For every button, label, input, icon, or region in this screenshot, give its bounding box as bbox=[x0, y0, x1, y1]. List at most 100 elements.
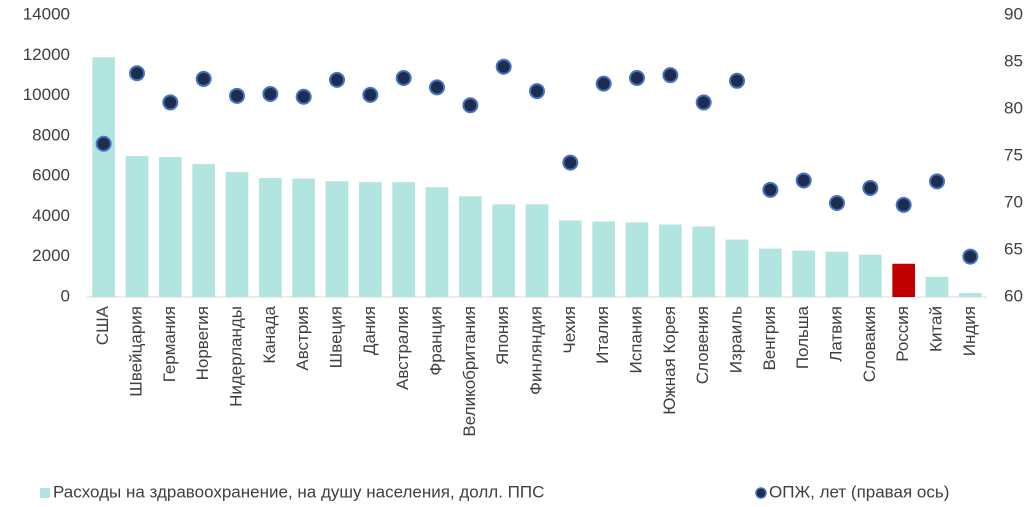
bar bbox=[825, 251, 849, 297]
y2-tick-label: 80 bbox=[1004, 98, 1023, 117]
x-tick-label: Финляндия bbox=[526, 306, 545, 395]
point bbox=[329, 71, 345, 88]
x-tick-label: Нидерланды bbox=[226, 306, 245, 407]
legend-label: ОПЖ, лет (правая ось) bbox=[769, 482, 949, 501]
point bbox=[195, 70, 212, 87]
x-tick-label: Латвия bbox=[826, 306, 845, 362]
x-tick-label: Израиль bbox=[726, 306, 745, 373]
bar bbox=[525, 204, 549, 297]
y-tick-label: 4000 bbox=[32, 206, 70, 225]
point bbox=[762, 181, 779, 198]
x-tick-label: Чехия bbox=[560, 306, 579, 354]
bar bbox=[325, 181, 349, 297]
x-tick-label: Швеция bbox=[326, 306, 345, 368]
point bbox=[462, 97, 479, 114]
bar bbox=[692, 226, 715, 297]
bar bbox=[459, 196, 482, 297]
x-tick-label: Словакия bbox=[860, 306, 879, 382]
bar bbox=[425, 187, 449, 297]
x-tick-label: Швейцария bbox=[126, 306, 145, 397]
bar bbox=[659, 224, 682, 297]
bar bbox=[725, 239, 749, 297]
y-tick-label: 0 bbox=[61, 286, 70, 305]
point bbox=[629, 69, 645, 86]
point bbox=[429, 79, 445, 96]
point bbox=[895, 196, 912, 213]
x-tick-label: Испания bbox=[626, 306, 645, 373]
point bbox=[729, 72, 745, 89]
x-tick-label: Великобритания bbox=[460, 306, 479, 437]
bar bbox=[559, 220, 582, 297]
x-tick-label: Австрия bbox=[293, 306, 312, 371]
point bbox=[929, 173, 945, 190]
x-tick-label: Дания bbox=[360, 306, 379, 355]
bar bbox=[359, 182, 382, 297]
point bbox=[262, 85, 279, 102]
point bbox=[695, 94, 712, 111]
point bbox=[395, 69, 412, 86]
x-tick-label: Франция bbox=[426, 306, 445, 376]
bar bbox=[859, 254, 882, 297]
point bbox=[862, 179, 879, 196]
x-tick-label: Италия bbox=[593, 306, 612, 364]
x-tick-label: Австралия bbox=[393, 306, 412, 390]
y2-tick-label: 90 bbox=[1004, 4, 1023, 23]
y-tick-label: 10000 bbox=[23, 85, 70, 104]
point bbox=[295, 88, 312, 105]
point bbox=[129, 65, 145, 82]
bar bbox=[625, 222, 649, 297]
bar bbox=[225, 172, 249, 297]
bar bbox=[592, 221, 615, 297]
bar bbox=[292, 178, 315, 297]
point bbox=[362, 86, 379, 103]
bar bbox=[92, 57, 115, 297]
x-tick-label: Германия bbox=[160, 306, 179, 382]
y2-tick-label: 70 bbox=[1004, 192, 1023, 211]
y2-tick-label: 65 bbox=[1004, 239, 1023, 258]
y-tick-label: 8000 bbox=[32, 125, 70, 144]
point bbox=[795, 172, 812, 189]
bar bbox=[959, 292, 982, 297]
y-tick-label: 2000 bbox=[32, 246, 70, 265]
y-tick-label: 6000 bbox=[32, 166, 70, 185]
x-tick-label: США bbox=[93, 305, 112, 345]
bar bbox=[925, 276, 949, 297]
x-tick-label: Япония bbox=[493, 306, 512, 365]
x-tick-label: Россия bbox=[893, 306, 912, 362]
bar bbox=[792, 250, 815, 297]
y2-tick-label: 75 bbox=[1004, 145, 1023, 164]
x-tick-label: Норвегия bbox=[193, 306, 212, 380]
bar bbox=[259, 178, 282, 297]
x-tick-label: Индия bbox=[960, 306, 979, 356]
x-tick-label: Канада bbox=[260, 305, 279, 363]
legend-swatch bbox=[40, 488, 50, 498]
legend-swatch bbox=[755, 487, 767, 499]
legend-label: Расходы на здравоохранение, на душу насе… bbox=[53, 482, 544, 501]
x-tick-label: Венгрия bbox=[760, 306, 779, 371]
point bbox=[529, 83, 545, 100]
y-tick-label: 12000 bbox=[23, 45, 70, 64]
point bbox=[829, 195, 845, 211]
bar bbox=[492, 204, 515, 297]
bar bbox=[125, 156, 149, 297]
y-tick-label: 14000 bbox=[23, 4, 70, 23]
point bbox=[595, 75, 612, 92]
point bbox=[562, 154, 579, 171]
y2-tick-label: 60 bbox=[1004, 286, 1023, 305]
point bbox=[662, 67, 679, 84]
x-tick-label: Польша bbox=[793, 305, 812, 369]
point bbox=[95, 135, 112, 152]
y2-tick-label: 85 bbox=[1004, 51, 1023, 70]
bar bbox=[892, 263, 915, 297]
x-tick-label: Южная Корея bbox=[660, 306, 679, 415]
point bbox=[229, 87, 245, 104]
bar bbox=[392, 182, 415, 297]
bar bbox=[192, 164, 215, 297]
point bbox=[495, 58, 512, 75]
point bbox=[962, 248, 979, 265]
x-tick-label: Китай bbox=[926, 306, 945, 352]
point bbox=[162, 94, 179, 111]
bar bbox=[759, 248, 782, 297]
